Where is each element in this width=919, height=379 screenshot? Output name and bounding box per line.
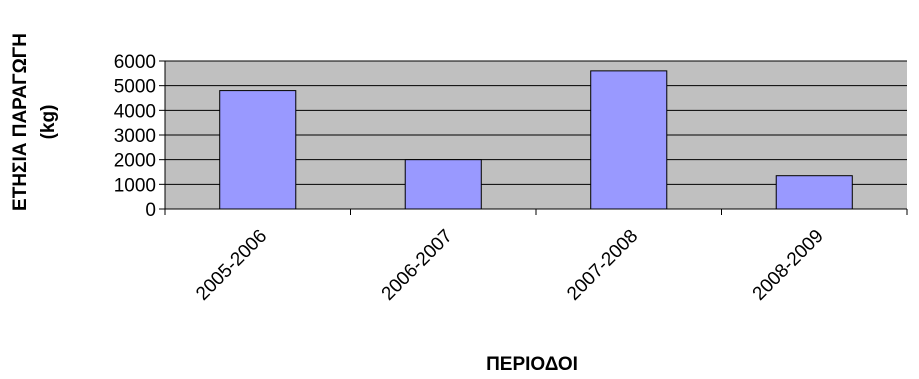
- y-axis-ticks: 0 1000 2000 3000 4000 5000 6000: [114, 52, 165, 221]
- y-tick-label: 0: [145, 200, 156, 221]
- bar: [775, 175, 853, 210]
- y-axis-title-line2: (kg): [38, 105, 59, 140]
- bar: [219, 90, 297, 210]
- bar: [590, 70, 668, 210]
- x-tick-label: 2007-2008: [563, 226, 642, 305]
- y-tick-label: 5000: [114, 77, 156, 98]
- y-axis-title-line1: ΕΤΗΣΙΑ ΠΑΡΑΓΩΓΗ: [10, 33, 31, 211]
- y-tick-label: 2000: [114, 151, 156, 172]
- x-tick-label: 2006-2007: [378, 226, 457, 305]
- x-tick-label: 2008-2009: [749, 226, 828, 305]
- x-axis-ticks: 2005-2006 2006-2007 2007-2008 2008-2009: [164, 209, 908, 305]
- bar: [404, 159, 482, 210]
- x-tick-label: 2005-2006: [192, 226, 271, 305]
- y-tick-label: 4000: [114, 101, 156, 122]
- bars: [219, 70, 853, 210]
- y-tick-label: 6000: [114, 52, 156, 73]
- x-axis-title: ΠΕΡΙΟΔΟΙ: [486, 354, 578, 375]
- y-tick-label: 3000: [114, 126, 156, 147]
- y-tick-label: 1000: [114, 175, 156, 196]
